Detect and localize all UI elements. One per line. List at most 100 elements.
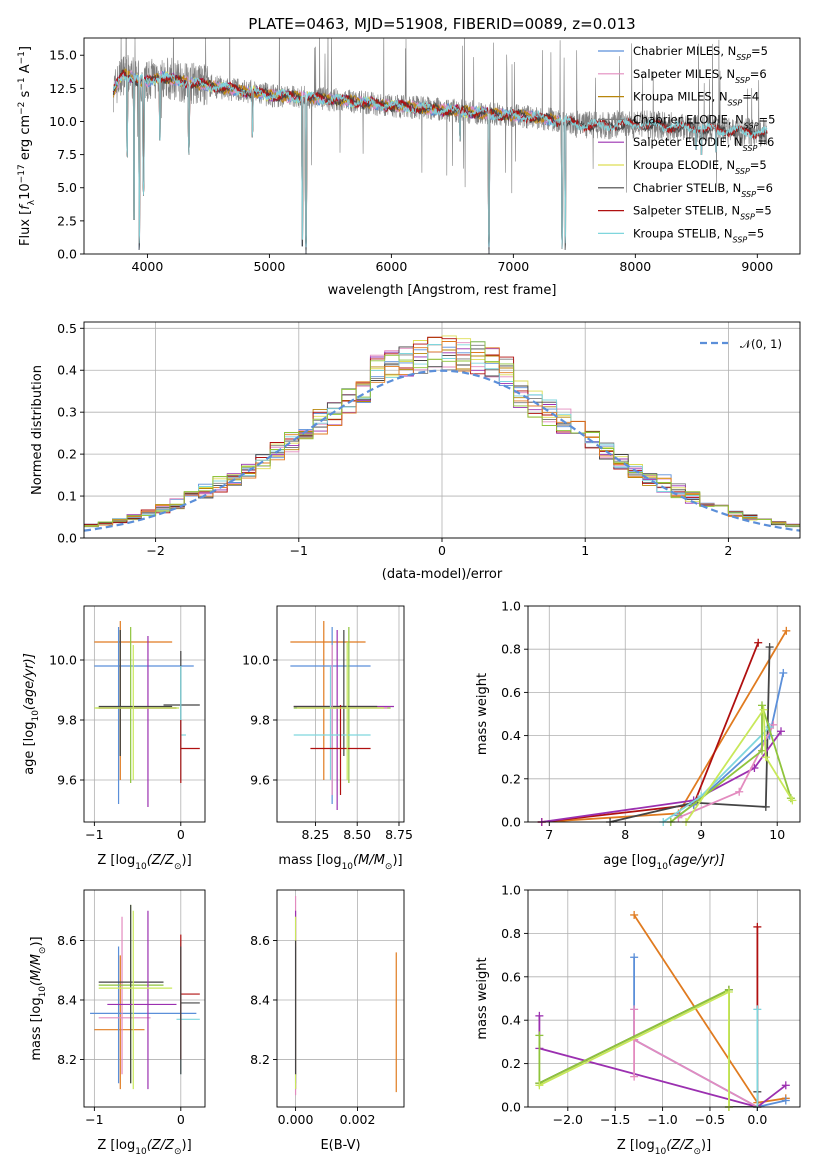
legend-entry-part: Kroupa ELODIE, N (633, 158, 735, 172)
legend-entry-part: SSP (728, 98, 743, 107)
y-axis-label-part: age [log (22, 722, 37, 775)
x-axis-label-part: )] (701, 1138, 711, 1153)
chart-title: PLATE=0463, MJD=51908, FIBERID=0089, z=0… (248, 15, 635, 33)
axes-frame-age_vs_Z (83, 605, 206, 823)
x-axis-label: E(B-V) (320, 1138, 360, 1153)
x-axis-label-part: 10 (655, 1147, 667, 1157)
y-tick-label: 0.0 (501, 1100, 521, 1115)
y-tick-label: 8.6 (57, 933, 77, 948)
y-axis-label-part: (age/yr)] (22, 653, 37, 710)
legend-entry-part: =5 (750, 158, 767, 172)
y-axis-label-part: Flux [ (18, 210, 33, 246)
x-tick-label: −1 (85, 1112, 103, 1127)
x-tick-label: 0 (177, 827, 185, 842)
axes-frame-age_vs_mass (276, 605, 405, 823)
axes-frame-mass_vs_Z (83, 889, 206, 1108)
x-axis-label: mass [log10(M/M⊙)] (278, 853, 402, 872)
legend-entry: Chabrier STELIB, NSSP=6 (633, 181, 773, 199)
y-tick-label: 10.0 (49, 653, 77, 668)
y-tick-label: 9.6 (57, 773, 77, 788)
legend-entry-part: =5 (755, 204, 772, 218)
y-tick-label: 9.6 (250, 773, 270, 788)
x-tick-label: 0.000 (278, 1112, 314, 1127)
x-tick-label: 1 (581, 543, 589, 558)
y-axis-label-part: −2 (17, 102, 27, 115)
y-axis-label-part: s (18, 90, 33, 101)
legend-entry-part: =6 (757, 135, 774, 149)
x-axis-label: (data-model)/error (382, 567, 503, 582)
legend-entry-part: =5 (759, 112, 776, 126)
legend-entry: Salpeter STELIB, NSSP=5 (633, 204, 772, 222)
x-axis-label-part: Z [log (617, 1138, 655, 1153)
y-tick-label: 8.2 (250, 1052, 270, 1067)
x-tick-label: 8 (621, 827, 629, 842)
x-tick-label: 0 (438, 543, 446, 558)
legend-entry: Chabrier ELODIE, NSSP=5 (633, 112, 775, 129)
legend-entry: Chabrier MILES, NSSP=5 (633, 44, 768, 62)
y-tick-label: 0.0 (57, 247, 77, 262)
y-tick-label: 8.6 (250, 933, 270, 948)
y-tick-label: 0.1 (57, 489, 77, 504)
y-tick-label: 0.6 (501, 969, 521, 984)
x-tick-label: 7000 (497, 259, 529, 274)
y-tick-label: 0.8 (501, 642, 521, 657)
y-axis-label-part: A (18, 64, 33, 77)
histogram-step-line (84, 341, 800, 527)
y-axis-label: mass [log10(M/M⊙)] (29, 936, 48, 1060)
legend-entry: Salpeter MILES, NSSP=6 (633, 67, 767, 85)
x-tick-label: −0.5 (695, 1112, 725, 1127)
y-axis-label: mass weight (475, 673, 490, 755)
x-axis-label-part: (M/M (353, 853, 385, 868)
legend-entry: Kroupa ELODIE, NSSP=5 (633, 158, 767, 176)
x-axis-label-part: age [log (603, 853, 656, 868)
y-tick-label: 0.4 (501, 1013, 521, 1028)
x-axis-label-part: mass [log (278, 853, 341, 868)
y-tick-label: 0.4 (501, 728, 521, 743)
x-axis-label-part: 10 (135, 862, 147, 872)
x-axis-label: wavelength [Angstrom, rest frame] (328, 283, 557, 298)
y-tick-label: 10.0 (242, 653, 270, 668)
y-tick-label: 8.2 (57, 1052, 77, 1067)
legend-entry-part: =4 (742, 90, 759, 104)
normal-reference-curve (84, 369, 800, 532)
y-tick-label: 12.5 (49, 81, 77, 96)
x-axis-label: Z [log10(Z/Z⊙)] (617, 1138, 711, 1157)
legend-entry-part: SSP (735, 167, 750, 176)
y-tick-label: 0.3 (57, 405, 77, 420)
y-axis-label-part: −17 (17, 164, 27, 183)
y-axis-label-part: 10 (38, 986, 48, 998)
x-axis-label-part: 10 (656, 862, 668, 872)
y-axis-label-part: 10 (31, 710, 41, 722)
x-tick-label: 10 (769, 827, 785, 842)
x-tick-label: 6000 (375, 259, 407, 274)
legend-entry: Kroupa STELIB, NSSP=5 (633, 226, 764, 244)
y-tick-label: 5.0 (57, 180, 77, 195)
y-tick-label: 0.4 (57, 363, 77, 378)
x-axis-label-part: ⊙ (174, 1147, 182, 1157)
y-axis-label-part: −1 (17, 51, 27, 64)
x-tick-label: −1 (290, 543, 308, 558)
y-tick-label: 10.0 (49, 114, 77, 129)
legend-entry: Salpeter ELODIE, NSSP=6 (633, 135, 774, 153)
x-axis-label-part: (Z/Z (147, 1138, 175, 1153)
x-tick-label: 8.50 (343, 827, 371, 842)
text-layer: 4000 5000 6000 7000 8000 90000.02.55.07.510.0… (17, 15, 785, 1157)
x-tick-label: 9 (697, 827, 705, 842)
legend-entry-part: =5 (747, 226, 764, 240)
x-tick-label: −1.0 (647, 1112, 677, 1127)
legend-entry: 𝒩(0, 1) (740, 337, 782, 351)
x-axis-label: Z [log10(Z/Z⊙)] (97, 1138, 191, 1157)
legend-entry-part: Chabrier STELIB, N (633, 181, 741, 195)
x-tick-label: 8.25 (302, 827, 330, 842)
x-axis-label-part: 10 (342, 862, 354, 872)
x-tick-label: 0.002 (340, 1112, 376, 1127)
y-axis-label: mass weight (475, 957, 490, 1039)
weight-series-line (541, 630, 788, 822)
histogram-step-line (84, 336, 800, 526)
legend-entry-part: =6 (750, 67, 767, 81)
y-tick-label: 0.6 (501, 685, 521, 700)
legend-entry-part: SSP (733, 235, 748, 244)
y-tick-label: 0.2 (501, 1056, 521, 1071)
y-tick-label: 0.0 (501, 815, 521, 830)
